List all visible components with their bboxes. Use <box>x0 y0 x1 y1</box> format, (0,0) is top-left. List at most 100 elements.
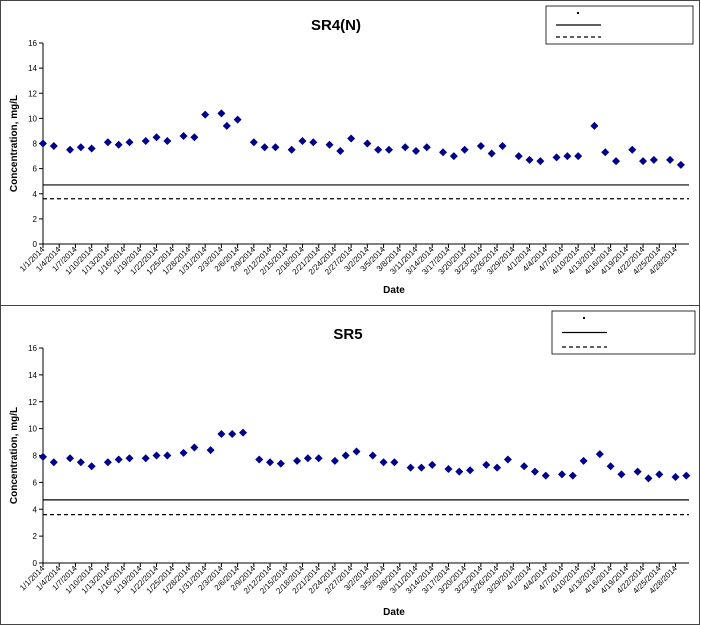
chart-sr5: SR502468101214161/1/20141/4/20141/7/2014… <box>9 310 696 618</box>
data-point <box>639 157 648 166</box>
legend-marker-data <box>583 317 585 319</box>
data-point <box>682 471 691 480</box>
y-tick-label: 4 <box>33 505 38 514</box>
data-point <box>239 428 248 437</box>
data-point <box>666 155 675 164</box>
data-point <box>601 148 610 157</box>
legend-marker-data <box>577 12 579 14</box>
data-point <box>163 136 172 145</box>
data-point <box>341 451 350 460</box>
data-point <box>190 443 199 452</box>
data-point <box>590 121 599 130</box>
data-point <box>466 466 475 475</box>
data-point <box>233 115 242 124</box>
data-point <box>39 139 47 148</box>
y-axis-title: Concentration, mg/L <box>9 95 20 192</box>
y-axis-title: Concentration, mg/L <box>9 407 20 504</box>
data-point <box>217 109 226 118</box>
data-point <box>141 454 150 463</box>
data-point <box>217 430 226 438</box>
data-point <box>612 157 621 166</box>
data-point <box>325 140 334 149</box>
data-point <box>49 142 58 151</box>
data-point <box>49 458 58 467</box>
data-point <box>255 455 264 464</box>
data-point <box>476 142 485 151</box>
data-point <box>330 456 339 465</box>
data-point <box>249 138 258 147</box>
data-point <box>336 147 345 156</box>
data-point <box>557 470 566 479</box>
data-point <box>374 145 383 154</box>
data-point <box>428 460 437 469</box>
data-point <box>671 473 680 481</box>
data-point <box>401 143 410 152</box>
data-point <box>39 452 47 461</box>
chart-title: SR4(N) <box>311 17 361 34</box>
data-point <box>498 142 507 151</box>
y-tick-label: 16 <box>28 39 37 48</box>
data-point <box>412 147 421 156</box>
data-point <box>309 138 318 147</box>
data-point <box>633 467 642 476</box>
data-point <box>552 153 561 162</box>
data-point <box>87 462 96 471</box>
data-point <box>649 155 658 164</box>
y-tick-label: 12 <box>28 398 37 407</box>
data-point <box>66 454 75 463</box>
data-point <box>384 145 393 154</box>
data-point <box>444 464 453 473</box>
data-point <box>103 138 112 147</box>
data-point <box>449 152 458 161</box>
data-point <box>179 131 188 140</box>
data-point <box>266 458 275 467</box>
data-point <box>287 145 296 154</box>
y-tick-label: 0 <box>33 559 38 568</box>
data-point <box>206 446 215 455</box>
data-point <box>141 136 150 145</box>
data-point <box>125 454 134 463</box>
data-point <box>493 463 502 472</box>
data-point <box>417 463 426 472</box>
data-point <box>482 460 491 469</box>
y-tick-label: 6 <box>33 478 38 487</box>
data-point <box>152 451 161 460</box>
y-tick-label: 2 <box>33 215 38 224</box>
data-point <box>541 471 550 480</box>
y-tick-label: 14 <box>28 64 37 73</box>
data-point <box>536 157 545 166</box>
y-tick-label: 10 <box>28 114 37 123</box>
data-point <box>76 143 85 152</box>
data-point <box>644 474 653 483</box>
data-point <box>76 458 85 467</box>
data-point <box>114 140 123 149</box>
data-point <box>439 148 448 157</box>
data-point <box>514 152 523 161</box>
data-point <box>228 430 237 438</box>
y-tick-label: 14 <box>28 371 37 380</box>
y-tick-label: 2 <box>33 532 38 541</box>
data-point <box>363 139 372 148</box>
data-point <box>222 121 231 130</box>
y-tick-label: 10 <box>28 425 37 434</box>
data-point <box>66 145 75 154</box>
data-point <box>190 133 199 142</box>
data-point <box>568 471 577 480</box>
data-point <box>260 143 269 152</box>
chart-title: SR5 <box>333 326 362 343</box>
data-point <box>298 136 307 145</box>
data-point <box>379 458 388 467</box>
data-point <box>87 144 96 153</box>
data-point <box>103 458 112 467</box>
y-tick-label: 8 <box>33 452 38 461</box>
data-point <box>179 448 188 457</box>
data-point <box>579 456 588 465</box>
data-point <box>125 138 134 147</box>
data-point <box>114 455 123 464</box>
data-point <box>503 455 512 464</box>
data-point <box>606 462 615 471</box>
data-point <box>347 134 356 143</box>
chart-panel-sr5: SR5 0 2 4 6 8 10 12 14 16 1/1/2014 1/4/2014 1/7/2014… <box>0 305 700 625</box>
data-point <box>676 160 685 169</box>
data-point <box>595 450 604 459</box>
